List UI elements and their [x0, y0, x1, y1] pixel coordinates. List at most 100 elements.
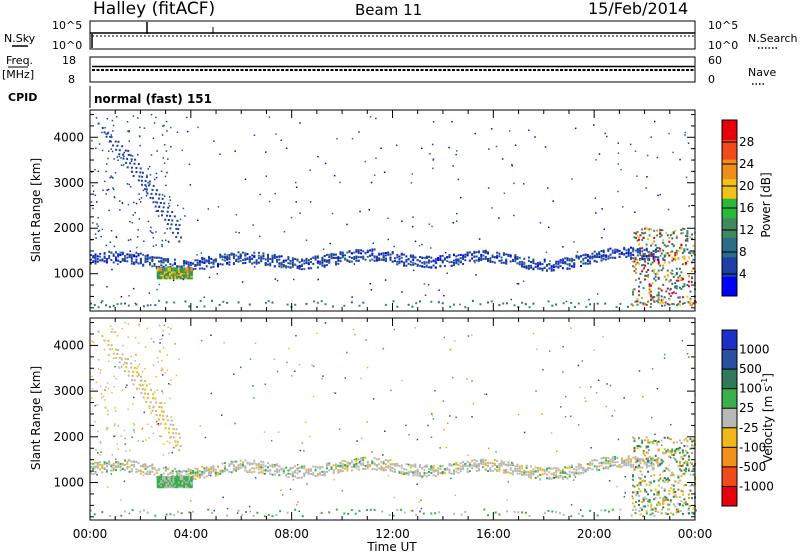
range-gate-cell [91, 139, 93, 142]
range-gate-cell [140, 385, 142, 387]
range-gate-cell [672, 456, 675, 459]
range-gate-cell [664, 301, 667, 304]
range-gate-cell [165, 150, 168, 152]
range-gate-cell [666, 508, 669, 511]
range-gate-cell [473, 465, 476, 468]
range-gate-cell [110, 464, 113, 467]
range-gate-cell [624, 476, 626, 478]
range-gate-cell [355, 250, 358, 253]
range-gate-cell [484, 468, 487, 471]
range-gate-cell [286, 361, 288, 364]
range-gate-cell [641, 508, 644, 511]
range-gate-cell [144, 259, 147, 262]
range-gate-cell [221, 255, 224, 258]
range-gate-cell [316, 466, 319, 469]
range-gate-cell [680, 229, 683, 231]
range-gate-cell [355, 257, 358, 260]
range-gate-cell [149, 472, 151, 475]
range-gate-cell [296, 476, 299, 479]
range-gate-cell [287, 256, 290, 259]
range-gate-cell [280, 489, 282, 492]
range-gate-cell [622, 206, 624, 208]
range-gate-cell [382, 254, 385, 257]
range-gate-cell [119, 466, 122, 469]
range-gate-cell [607, 257, 610, 260]
velocity-colorbar-swatch [722, 408, 737, 429]
range-gate-cell [589, 255, 592, 258]
range-gate-cell [181, 267, 184, 272]
range-gate-cell [674, 505, 677, 508]
range-gate-cell [353, 263, 356, 265]
range-gate-cell [101, 464, 104, 467]
range-gate-cell [155, 401, 158, 404]
range-gate-cell [435, 262, 438, 264]
range-gate-cell [419, 472, 421, 475]
range-gate-cell [144, 463, 146, 465]
range-gate-cell [432, 158, 435, 160]
range-gate-cell [120, 357, 123, 360]
range-gate-cell [115, 116, 118, 118]
range-gate-cell [152, 245, 155, 247]
range-gate-cell [605, 254, 607, 257]
range-gate-cell [405, 259, 408, 261]
range-gate-cell [90, 258, 92, 261]
range-gate-cell [246, 253, 249, 256]
range-gate-cell [178, 449, 181, 452]
range-gate-cell [668, 479, 671, 482]
range-gate-cell [298, 470, 301, 473]
range-gate-cell [192, 470, 195, 472]
range-gate-cell [107, 428, 109, 430]
range-gate-cell [355, 255, 358, 258]
range-gate-cell [672, 231, 675, 234]
range-gate-cell [634, 456, 637, 459]
range-gate-cell [471, 464, 474, 467]
range-gate-cell [341, 490, 343, 492]
range-gate-cell [117, 140, 120, 143]
range-gate-cell [466, 460, 469, 463]
range-gate-cell [298, 267, 301, 270]
range-gate-cell [409, 260, 412, 263]
range-gate-cell [444, 251, 447, 254]
range-gate-cell [564, 257, 567, 260]
range-gate-cell [464, 462, 467, 465]
range-gate-cell [150, 231, 153, 234]
range-gate-cell [290, 216, 293, 219]
range-gate-cell [657, 448, 660, 451]
range-gate-cell [601, 237, 603, 239]
range-gate-cell [443, 257, 446, 260]
range-gate-cell [155, 189, 158, 192]
range-gate-cell [375, 468, 378, 471]
range-gate-cell [323, 258, 326, 261]
range-gate-cell [109, 140, 112, 143]
range-gate-cell [647, 451, 650, 454]
range-gate-cell [92, 341, 95, 344]
range-gate-cell [169, 423, 172, 426]
range-gate-cell [648, 252, 651, 255]
range-gate-cell [672, 513, 675, 516]
range-gate-cell [112, 469, 115, 472]
range-gate-cell [600, 461, 603, 464]
range-gate-cell [675, 253, 678, 256]
range-gate-cell [681, 504, 684, 507]
range-gate-cell [471, 467, 474, 469]
range-gate-cell [296, 265, 299, 268]
range-gate-cell [337, 469, 340, 472]
range-gate-cell [532, 471, 535, 474]
range-gate-cell [142, 305, 145, 308]
range-gate-cell [584, 262, 587, 265]
range-gate-cell [317, 155, 319, 158]
range-gate-cell [643, 258, 646, 261]
range-gate-cell [536, 348, 538, 351]
range-gate-cell [409, 255, 412, 258]
range-gate-cell [669, 487, 672, 490]
range-gate-cell [666, 244, 669, 247]
range-gate-cell [453, 512, 455, 515]
range-gate-cell [273, 465, 276, 468]
range-gate-cell [255, 259, 258, 262]
range-gate-cell [246, 461, 249, 464]
range-gate-cell [509, 260, 512, 263]
range-gate-cell [208, 258, 210, 261]
range-gate-cell [654, 507, 657, 510]
range-gate-cell [651, 296, 654, 299]
range-gate-cell [282, 259, 285, 262]
